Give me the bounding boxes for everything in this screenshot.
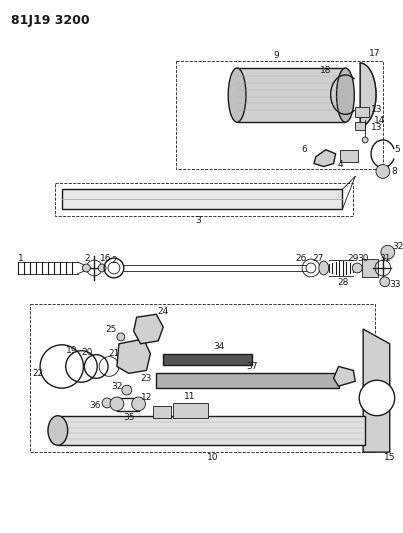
Text: 20: 20 (82, 348, 93, 357)
Text: 31: 31 (379, 254, 391, 263)
Bar (173, 403, 208, 418)
Bar (58, 416, 365, 445)
Polygon shape (134, 314, 163, 344)
Text: 21: 21 (108, 349, 120, 358)
Text: 6: 6 (301, 146, 307, 154)
Text: 17: 17 (369, 49, 381, 58)
Bar (355, 122, 365, 130)
Text: 35: 35 (123, 413, 135, 422)
Circle shape (122, 385, 132, 395)
Text: 26: 26 (295, 254, 307, 263)
Text: 16: 16 (100, 254, 112, 263)
Text: 2: 2 (85, 254, 90, 263)
Text: 13: 13 (371, 123, 383, 132)
Text: 10: 10 (207, 453, 218, 462)
Circle shape (359, 380, 395, 416)
Text: 12: 12 (141, 393, 152, 402)
Circle shape (117, 333, 125, 341)
Ellipse shape (319, 261, 329, 275)
Text: 3: 3 (195, 216, 201, 225)
Text: 14: 14 (374, 116, 386, 125)
Text: 4: 4 (338, 160, 343, 169)
Text: 1: 1 (17, 254, 23, 263)
Text: 9: 9 (274, 51, 279, 60)
Circle shape (381, 245, 395, 259)
Ellipse shape (337, 68, 354, 122)
Text: 5: 5 (395, 146, 401, 154)
Circle shape (83, 264, 90, 272)
Text: 28: 28 (338, 278, 349, 287)
Circle shape (132, 397, 145, 411)
Circle shape (376, 165, 390, 179)
Bar (62, 189, 343, 209)
Text: 13: 13 (371, 105, 383, 114)
Text: 25: 25 (105, 325, 117, 334)
Bar (156, 373, 339, 388)
Text: 11: 11 (184, 392, 195, 400)
Bar (237, 68, 345, 122)
Circle shape (102, 398, 112, 408)
Text: 27: 27 (312, 254, 324, 263)
Bar (163, 354, 252, 366)
Text: 15: 15 (384, 453, 395, 462)
Text: 36: 36 (89, 401, 101, 410)
Text: 19: 19 (66, 346, 77, 355)
Polygon shape (314, 150, 336, 166)
Text: 29: 29 (348, 254, 359, 263)
Ellipse shape (48, 416, 68, 445)
Text: 22: 22 (33, 369, 44, 378)
Text: 32: 32 (111, 382, 123, 391)
Text: 81J19 3200: 81J19 3200 (10, 14, 89, 27)
Polygon shape (363, 329, 390, 452)
Circle shape (362, 137, 368, 143)
Text: 33: 33 (389, 280, 401, 289)
Bar (154, 406, 171, 418)
Text: 37: 37 (246, 362, 258, 371)
Circle shape (98, 264, 106, 272)
Text: 32: 32 (392, 242, 403, 251)
Circle shape (352, 263, 362, 273)
Bar (355, 108, 369, 117)
Text: 18: 18 (320, 67, 332, 76)
Circle shape (380, 277, 390, 287)
Text: 34: 34 (214, 342, 225, 351)
Text: 23: 23 (141, 374, 152, 383)
Circle shape (110, 397, 124, 411)
Bar (341, 150, 358, 161)
Polygon shape (360, 63, 376, 126)
Ellipse shape (228, 68, 246, 122)
Text: 2: 2 (111, 256, 117, 264)
Text: 30: 30 (357, 254, 369, 263)
Bar (362, 259, 378, 277)
Polygon shape (334, 367, 355, 386)
Text: 8: 8 (392, 167, 397, 176)
Polygon shape (117, 339, 150, 373)
Text: 24: 24 (158, 307, 169, 316)
